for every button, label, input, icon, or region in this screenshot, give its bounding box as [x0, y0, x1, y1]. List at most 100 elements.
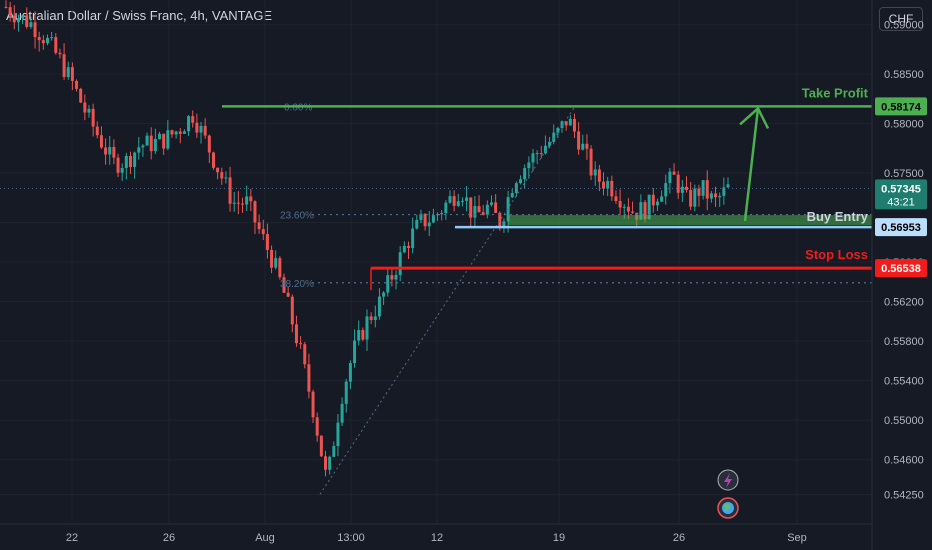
candle	[70, 62, 74, 90]
candle	[162, 133, 166, 155]
candle-body	[506, 197, 510, 222]
candle	[112, 139, 116, 165]
candle-body	[245, 196, 249, 205]
candle-body	[307, 364, 311, 392]
price-tag-bg	[875, 218, 927, 237]
candle	[45, 34, 49, 46]
candle	[170, 129, 174, 138]
candle-body	[120, 167, 124, 173]
candle	[655, 198, 659, 212]
candle-body	[228, 177, 232, 204]
candle-body	[531, 153, 535, 163]
candle-body	[8, 7, 12, 16]
candle-body	[489, 202, 493, 205]
candle-body	[622, 206, 626, 208]
candle-body	[377, 296, 381, 317]
candle-body	[116, 157, 120, 173]
candle-body	[689, 189, 693, 207]
candle	[531, 149, 535, 172]
candle	[456, 193, 460, 208]
candle-body	[415, 219, 419, 229]
currency-button[interactable]: CHF	[879, 7, 923, 31]
candle-body	[672, 171, 676, 175]
candle	[514, 181, 518, 197]
candle-body	[95, 126, 99, 136]
candle	[141, 144, 145, 157]
candle-body	[137, 147, 141, 153]
candle-body	[315, 417, 319, 436]
candle-body	[124, 155, 128, 168]
candle-body	[104, 147, 108, 155]
candle-body	[191, 116, 195, 123]
candle	[373, 305, 377, 328]
candle-body	[411, 228, 415, 248]
globe-icon-land	[724, 503, 731, 511]
candle-body	[37, 37, 41, 41]
candle	[523, 164, 527, 189]
candle-body	[265, 234, 269, 250]
candle-body	[465, 197, 469, 201]
candle-body	[610, 180, 614, 197]
candle-body	[58, 52, 62, 55]
candle-body	[548, 141, 552, 146]
candle-body	[701, 180, 705, 196]
candle-body	[290, 296, 294, 325]
candle-body	[436, 214, 440, 216]
candle	[386, 267, 390, 297]
candle-body	[714, 193, 718, 198]
x-tick-label: Aug	[255, 532, 275, 544]
lightning-icon-glyph	[724, 473, 732, 488]
candle-body	[402, 245, 406, 253]
candle-body	[187, 116, 191, 132]
candle	[203, 118, 207, 139]
candle	[577, 122, 581, 155]
candle-body	[655, 201, 659, 206]
candle-body	[668, 171, 672, 184]
candle-body	[676, 174, 680, 193]
candle-body	[50, 37, 54, 39]
candle-body	[12, 15, 16, 23]
candle	[726, 177, 730, 188]
candle-body	[182, 131, 186, 134]
candle	[211, 151, 215, 170]
candle	[128, 151, 132, 174]
candle-body	[153, 139, 157, 152]
candle	[294, 315, 298, 347]
candle	[282, 273, 286, 294]
candle-body	[647, 194, 651, 220]
candle-body	[693, 188, 697, 207]
candle-body	[299, 343, 303, 345]
candle-body	[99, 135, 103, 148]
candle	[91, 103, 95, 137]
candle	[423, 213, 427, 231]
candle-body	[552, 132, 556, 142]
candle	[232, 191, 236, 212]
candle-body	[626, 206, 630, 212]
candle	[473, 196, 477, 227]
candle	[166, 120, 170, 151]
y-tick-label: 0.56200	[884, 297, 924, 309]
candle	[133, 151, 137, 179]
candle	[116, 153, 120, 177]
x-tick-label: 26	[163, 532, 175, 544]
fib-trend-line	[319, 106, 576, 495]
candle	[199, 121, 203, 144]
candle-body	[394, 274, 398, 280]
candle	[705, 170, 709, 211]
candle-body	[510, 193, 514, 198]
candle	[307, 353, 311, 399]
candle	[108, 135, 112, 165]
candle-body	[543, 145, 547, 154]
candle	[236, 191, 240, 215]
candle	[361, 327, 365, 342]
candle-body	[685, 186, 689, 190]
candle	[610, 175, 614, 201]
candle-body	[128, 155, 132, 167]
candle	[539, 145, 543, 159]
candle-body	[527, 162, 531, 169]
candle-body	[697, 188, 701, 196]
candle	[290, 294, 294, 333]
candle-body	[444, 202, 448, 213]
